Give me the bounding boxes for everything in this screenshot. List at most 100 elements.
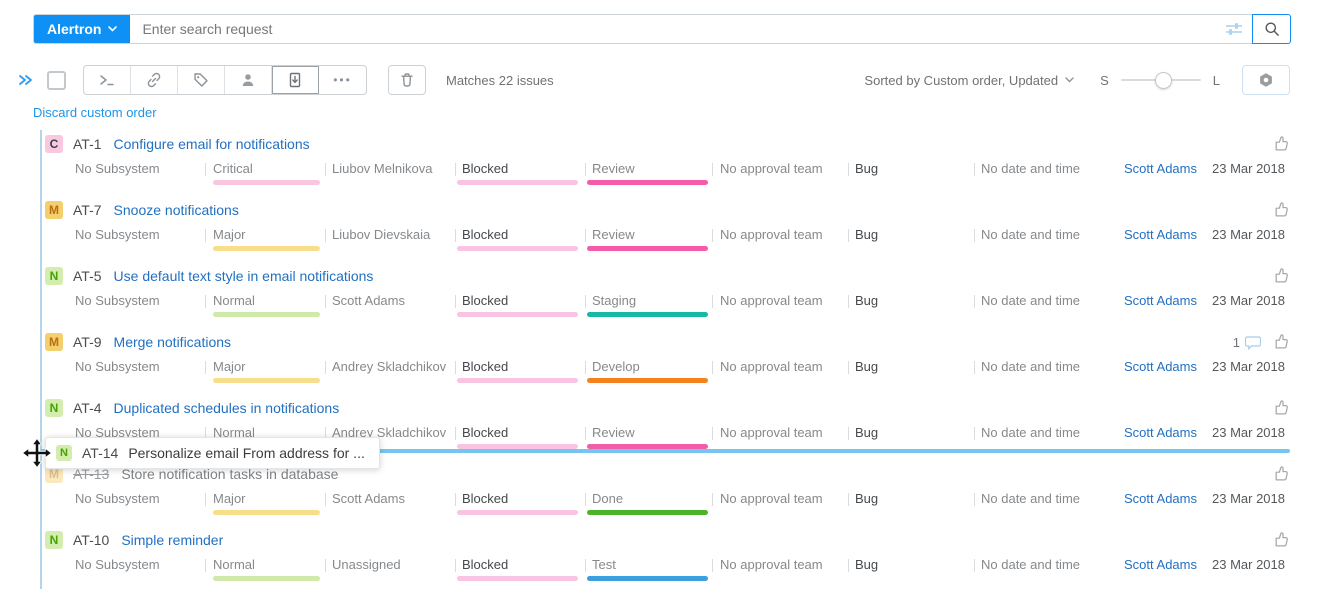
field-state[interactable]: Blocked	[462, 425, 509, 440]
issue-title-link[interactable]: Snooze notifications	[113, 202, 239, 218]
field-approval-team[interactable]: No approval team	[720, 359, 823, 374]
issue-title-link[interactable]: Merge notifications	[113, 334, 232, 350]
issue-title-link[interactable]: Use default text style in email notifica…	[113, 268, 374, 284]
field-assignee[interactable]: Liubov Melnikova	[332, 161, 433, 176]
field-date-time[interactable]: No date and time	[981, 293, 1081, 308]
comment-indicator[interactable]: 1	[1233, 335, 1261, 350]
field-date-time[interactable]: No date and time	[981, 161, 1081, 176]
field-state[interactable]: Blocked	[462, 491, 509, 506]
field-state[interactable]: Blocked	[462, 359, 509, 374]
field-state[interactable]: Blocked	[462, 557, 509, 572]
field-date-time[interactable]: No date and time	[981, 227, 1081, 242]
discard-custom-order-link[interactable]: Discard custom order	[33, 105, 157, 120]
field-updater-link[interactable]: Scott Adams	[1124, 425, 1197, 440]
view-settings-button[interactable]	[1242, 65, 1290, 95]
field-priority[interactable]: Normal	[213, 293, 255, 308]
field-stage[interactable]: Review	[592, 161, 635, 176]
field-type[interactable]: Bug	[855, 293, 879, 308]
field-subsystem[interactable]: No Subsystem	[75, 359, 160, 374]
field-state[interactable]: Blocked	[462, 161, 509, 176]
export-page-button[interactable]	[272, 66, 319, 94]
field-assignee[interactable]: Andrey Skladchikov	[332, 359, 447, 374]
field-assignee[interactable]: Scott Adams	[332, 293, 405, 308]
select-all-checkbox[interactable]	[47, 70, 66, 90]
field-type[interactable]: Bug	[855, 491, 879, 506]
issue-row[interactable]: M AT-9 Merge notifications 1 No Subsyste…	[0, 328, 1323, 394]
project-selector-button[interactable]: Alertron	[34, 15, 131, 43]
link-issues-button[interactable]	[131, 66, 178, 94]
field-approval-team[interactable]: No approval team	[720, 557, 823, 572]
field-type[interactable]: Bug	[855, 161, 879, 176]
tag-button[interactable]	[178, 66, 225, 94]
field-assignee[interactable]: Scott Adams	[332, 491, 405, 506]
field-priority[interactable]: Major	[213, 491, 246, 506]
field-type[interactable]: Bug	[855, 557, 879, 572]
field-state[interactable]: Blocked	[462, 227, 509, 242]
search-button[interactable]	[1252, 14, 1291, 44]
thumbs-up-icon[interactable]	[1273, 531, 1290, 553]
field-stage[interactable]: Test	[592, 557, 616, 572]
field-updater-link[interactable]: Scott Adams	[1124, 359, 1197, 374]
field-approval-team[interactable]: No approval team	[720, 491, 823, 506]
field-updater-link[interactable]: Scott Adams	[1124, 161, 1197, 176]
sort-order-dropdown[interactable]: Sorted by Custom order, Updated	[864, 73, 1074, 88]
field-stage[interactable]: Staging	[592, 293, 637, 308]
thumbs-up-icon[interactable]	[1273, 399, 1290, 421]
field-stage[interactable]: Review	[592, 227, 635, 242]
thumbs-up-icon[interactable]	[1273, 135, 1290, 157]
field-updater-link[interactable]: Scott Adams	[1124, 491, 1197, 506]
field-date-time[interactable]: No date and time	[981, 425, 1081, 440]
field-type[interactable]: Bug	[855, 425, 879, 440]
field-approval-team[interactable]: No approval team	[720, 161, 823, 176]
delete-button[interactable]	[388, 65, 426, 95]
field-updater-link[interactable]: Scott Adams	[1124, 557, 1197, 572]
field-state[interactable]: Blocked	[462, 293, 509, 308]
field-stage[interactable]: Done	[592, 491, 624, 506]
issue-title-link[interactable]: Configure email for notifications	[113, 136, 310, 152]
field-date-time[interactable]: No date and time	[981, 359, 1081, 374]
field-type[interactable]: Bug	[855, 227, 879, 242]
field-subsystem[interactable]: No Subsystem	[75, 557, 160, 572]
issue-row[interactable]: M AT-7 Snooze notifications No Subsystem…	[0, 196, 1323, 262]
field-date-time[interactable]: No date and time	[981, 491, 1081, 506]
issue-row[interactable]: N AT-10 Simple reminder No Subsystem Nor…	[0, 526, 1323, 589]
assignee-button[interactable]	[225, 66, 272, 94]
command-terminal-button[interactable]	[84, 66, 131, 94]
field-priority[interactable]: Major	[213, 227, 246, 242]
field-subsystem[interactable]: No Subsystem	[75, 227, 160, 242]
field-assignee[interactable]: Andrey Skladchikov	[332, 425, 447, 440]
field-type[interactable]: Bug	[855, 359, 879, 374]
dragged-issue-card[interactable]: N AT-14 Personalize email From address f…	[45, 437, 380, 469]
thumbs-up-icon[interactable]	[1273, 201, 1290, 223]
field-priority[interactable]: Major	[213, 359, 246, 374]
field-approval-team[interactable]: No approval team	[720, 227, 823, 242]
field-priority[interactable]: Critical	[213, 161, 253, 176]
field-approval-team[interactable]: No approval team	[720, 293, 823, 308]
card-size-slider[interactable]	[1120, 72, 1201, 89]
field-subsystem[interactable]: No Subsystem	[75, 491, 160, 506]
issue-row[interactable]: N AT-5 Use default text style in email n…	[0, 262, 1323, 328]
field-stage[interactable]: Develop	[592, 359, 640, 374]
search-input[interactable]	[130, 15, 1225, 43]
thumbs-up-icon[interactable]	[1273, 333, 1290, 355]
field-assignee[interactable]: Unassigned	[332, 557, 401, 572]
expand-all-button[interactable]	[18, 72, 34, 88]
issue-title-link[interactable]: Duplicated schedules in notifications	[113, 400, 340, 416]
issue-row[interactable]: M AT-13 Store notification tasks in data…	[0, 460, 1323, 526]
field-subsystem[interactable]: No Subsystem	[75, 161, 160, 176]
issue-row[interactable]: C AT-1 Configure email for notifications…	[0, 130, 1323, 196]
issue-row[interactable]: N AT-4 Duplicated schedules in notificat…	[0, 394, 1323, 460]
filter-sliders-icon[interactable]	[1225, 21, 1243, 37]
slider-knob[interactable]	[1154, 72, 1172, 89]
field-approval-team[interactable]: No approval team	[720, 425, 823, 440]
issue-title-link[interactable]: Simple reminder	[121, 532, 224, 548]
field-subsystem[interactable]: No Subsystem	[75, 293, 160, 308]
more-actions-button[interactable]: •••	[319, 66, 366, 94]
field-date-time[interactable]: No date and time	[981, 557, 1081, 572]
field-priority[interactable]: Normal	[213, 425, 255, 440]
field-assignee[interactable]: Liubov Dievskaia	[332, 227, 431, 242]
field-priority[interactable]: Normal	[213, 557, 255, 572]
field-subsystem[interactable]: No Subsystem	[75, 425, 160, 440]
field-stage[interactable]: Review	[592, 425, 635, 440]
field-updater-link[interactable]: Scott Adams	[1124, 293, 1197, 308]
